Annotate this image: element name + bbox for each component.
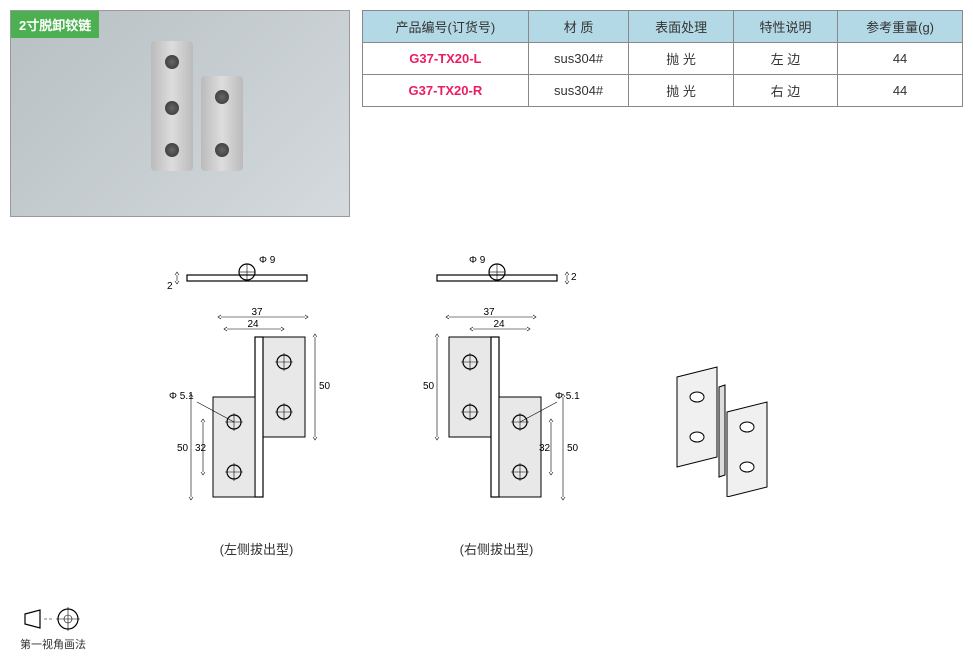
- svg-text:Φ 5.1: Φ 5.1: [169, 391, 194, 402]
- svg-text:50: 50: [177, 443, 189, 454]
- svg-text:24: 24: [247, 319, 259, 330]
- col-header: 表面处理: [629, 11, 733, 43]
- part-number: G37-TX20-L: [363, 43, 529, 75]
- svg-text:2: 2: [167, 281, 173, 292]
- cell: 抛 光: [629, 43, 733, 75]
- svg-text:2: 2: [571, 272, 577, 283]
- table-header-row: 产品编号(订货号) 材 质 表面处理 特性说明 参考重量(g): [363, 11, 963, 43]
- svg-text:Φ 9: Φ 9: [259, 255, 276, 266]
- top-view-left: Φ 9 2: [167, 247, 347, 307]
- col-header: 产品编号(订货号): [363, 11, 529, 43]
- cell: 44: [838, 75, 963, 107]
- caption-left: (左侧拔出型): [167, 539, 347, 558]
- cell: sus304#: [528, 75, 629, 107]
- spec-table: 产品编号(订货号) 材 质 表面处理 特性说明 参考重量(g) G37-TX20…: [362, 10, 963, 107]
- caption-right: (右侧拔出型): [407, 539, 587, 558]
- drawing-left: Φ 9 2 37 24 Φ 5.1 50: [167, 247, 347, 558]
- cell: 抛 光: [629, 75, 733, 107]
- svg-text:37: 37: [483, 307, 495, 318]
- cell: 左 边: [733, 43, 837, 75]
- svg-text:37: 37: [251, 307, 263, 318]
- svg-text:32: 32: [195, 443, 207, 454]
- iso-view: [647, 357, 807, 497]
- title-badge: 2寸脱卸铰链: [11, 11, 99, 38]
- table-row: G37-TX20-L sus304# 抛 光 左 边 44: [363, 43, 963, 75]
- svg-text:32: 32: [539, 443, 551, 454]
- svg-text:50: 50: [567, 443, 579, 454]
- col-header: 特性说明: [733, 11, 837, 43]
- front-view-left: 37 24 Φ 5.1 50 50 32: [167, 307, 347, 527]
- cell: sus304#: [528, 43, 629, 75]
- projection-symbol: 第一视角画法: [20, 604, 90, 652]
- svg-text:24: 24: [493, 319, 505, 330]
- front-view-right: 37 24 Φ 5.1 50 50 32: [407, 307, 587, 527]
- col-header: 参考重量(g): [838, 11, 963, 43]
- drawing-right: Φ 9 2 37 24 Φ 5.1 50 50: [407, 247, 587, 558]
- cell: 44: [838, 43, 963, 75]
- col-header: 材 质: [528, 11, 629, 43]
- hinge-leaf-left: [151, 41, 193, 171]
- cell: 右 边: [733, 75, 837, 107]
- hinge-photo: [151, 41, 243, 171]
- svg-text:50: 50: [319, 381, 331, 392]
- hinge-leaf-right: [201, 76, 243, 171]
- table-row: G37-TX20-R sus304# 抛 光 右 边 44: [363, 75, 963, 107]
- projection-label: 第一视角画法: [20, 636, 90, 652]
- svg-text:Φ 9: Φ 9: [469, 255, 486, 266]
- svg-text:50: 50: [423, 381, 435, 392]
- part-number: G37-TX20-R: [363, 75, 529, 107]
- product-photo-panel: 2寸脱卸铰链: [10, 10, 350, 217]
- top-view-right: Φ 9 2: [407, 247, 587, 307]
- svg-text:Φ 5.1: Φ 5.1: [555, 391, 580, 402]
